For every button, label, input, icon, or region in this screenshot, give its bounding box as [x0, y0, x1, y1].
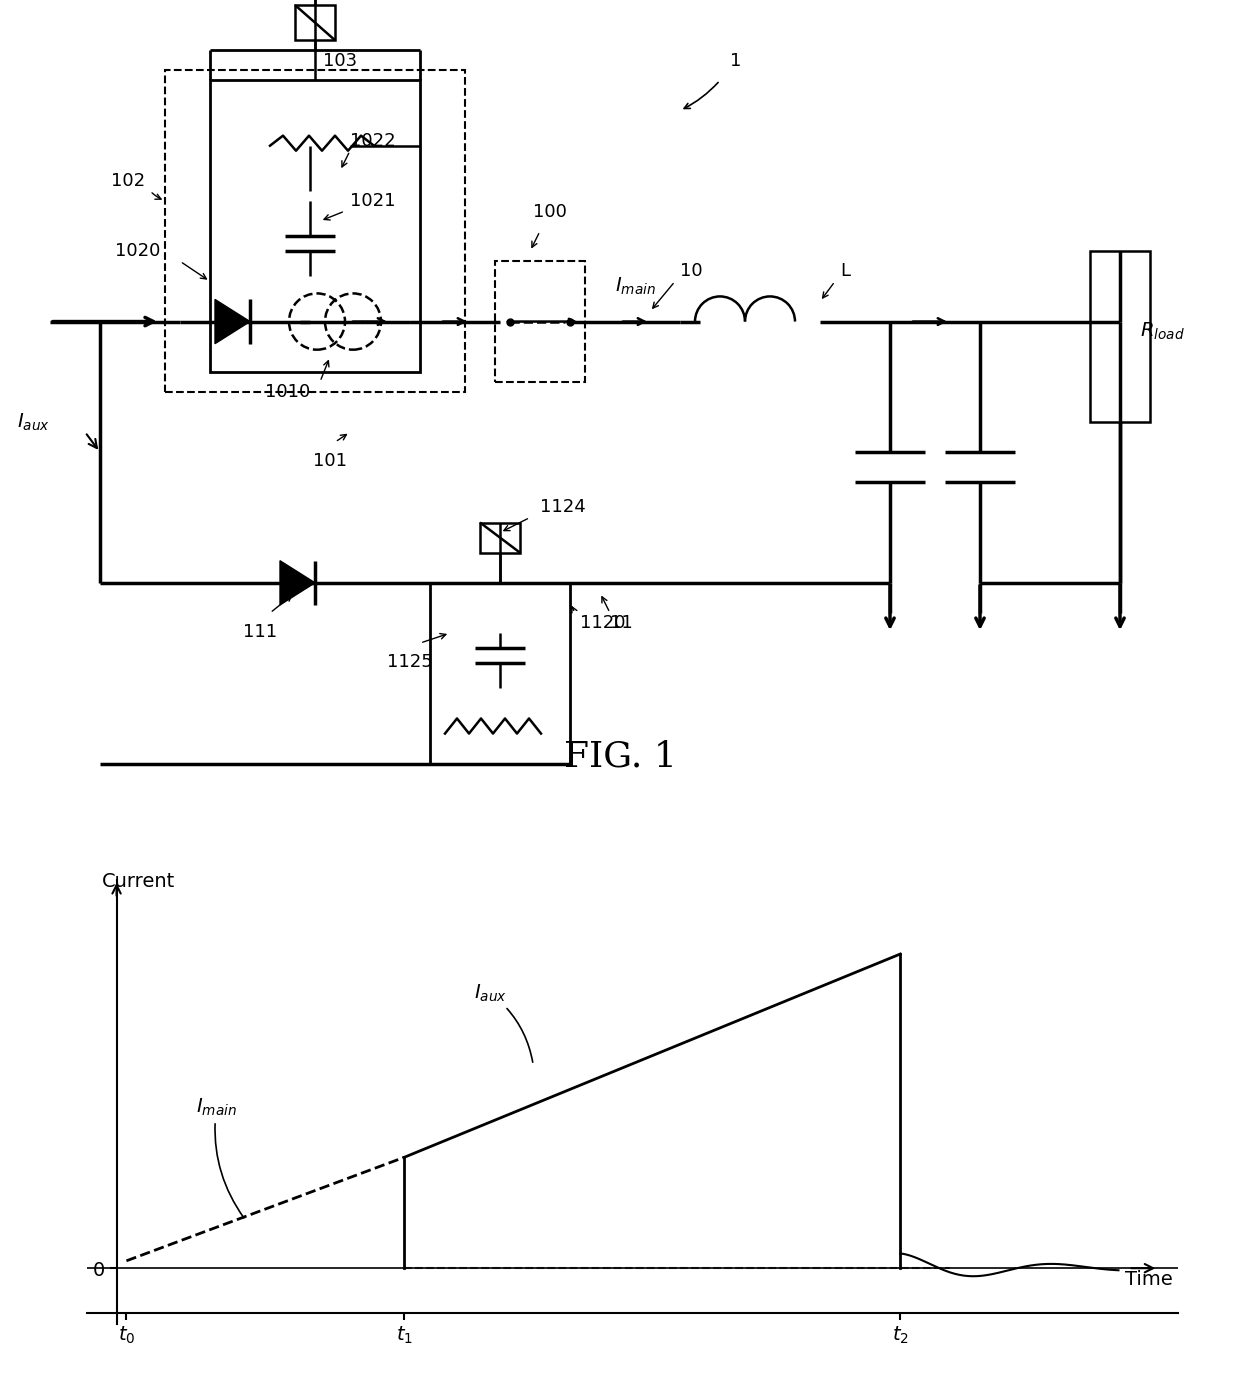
Bar — [210, 80, 420, 371]
Text: 1020: 1020 — [114, 243, 160, 261]
Bar — [430, 584, 570, 764]
Polygon shape — [280, 561, 315, 604]
Text: $I_{main}$: $I_{main}$ — [615, 276, 656, 297]
Text: 101: 101 — [312, 452, 347, 470]
Text: 1010: 1010 — [265, 383, 310, 401]
Text: $I_{aux}$: $I_{aux}$ — [17, 412, 50, 432]
Text: 1120: 1120 — [580, 614, 625, 632]
Text: $I_{main}$: $I_{main}$ — [196, 1096, 244, 1218]
Bar — [480, 523, 520, 553]
Bar — [495, 261, 585, 381]
Text: 10: 10 — [680, 262, 703, 280]
Text: 100: 100 — [533, 204, 567, 220]
Text: Time: Time — [1125, 1270, 1173, 1289]
Polygon shape — [215, 299, 250, 344]
Text: $I_{aux}$: $I_{aux}$ — [474, 983, 533, 1062]
Text: FIG. 1: FIG. 1 — [563, 740, 677, 773]
Text: Current: Current — [102, 872, 175, 891]
Text: 11: 11 — [610, 614, 632, 632]
Text: 103: 103 — [322, 53, 357, 71]
Text: 1125: 1125 — [387, 653, 433, 671]
Text: 102: 102 — [110, 172, 145, 190]
Text: 1022: 1022 — [350, 132, 396, 150]
Text: 111: 111 — [243, 624, 277, 640]
Text: L: L — [839, 262, 849, 280]
Text: 1021: 1021 — [350, 193, 396, 209]
Bar — [1090, 251, 1149, 421]
Text: $R_{load}$: $R_{load}$ — [1140, 322, 1184, 342]
Bar — [295, 6, 335, 40]
Text: 1: 1 — [730, 53, 742, 71]
Text: 1124: 1124 — [539, 499, 585, 517]
Bar — [165, 71, 465, 392]
